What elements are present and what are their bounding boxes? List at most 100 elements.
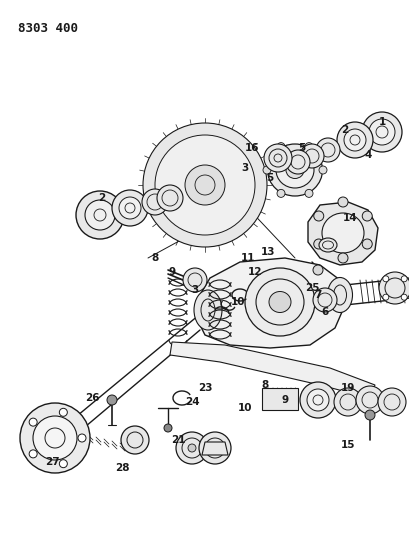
Text: 14: 14 [342,213,356,223]
Circle shape [29,450,37,458]
Text: 10: 10 [230,297,245,307]
Text: 28: 28 [115,463,129,473]
Ellipse shape [245,268,314,336]
Text: 13: 13 [260,247,274,257]
Circle shape [175,432,207,464]
Text: 24: 24 [184,397,199,407]
Circle shape [188,444,196,452]
Text: 21: 21 [170,435,185,445]
Circle shape [382,294,388,300]
Circle shape [361,112,401,152]
Text: 12: 12 [247,267,262,277]
Circle shape [164,424,172,432]
Circle shape [400,276,406,282]
Circle shape [362,239,371,249]
Circle shape [306,389,328,411]
Circle shape [59,408,67,416]
Polygon shape [261,388,297,410]
Text: 10: 10 [237,403,252,413]
Circle shape [20,403,90,473]
Circle shape [337,197,347,207]
Text: 1: 1 [378,117,385,127]
Circle shape [76,191,124,239]
Text: 2: 2 [98,193,106,203]
Text: 8: 8 [151,253,158,263]
Text: 7: 7 [314,290,321,300]
Ellipse shape [268,292,290,312]
Ellipse shape [267,144,322,196]
Ellipse shape [193,290,221,330]
Circle shape [368,119,394,145]
Circle shape [364,410,374,420]
Text: 19: 19 [340,383,354,393]
Text: 25: 25 [304,283,319,293]
Circle shape [107,395,117,405]
Text: 5: 5 [298,143,305,153]
Text: 2: 2 [341,125,348,135]
Circle shape [262,166,270,174]
Ellipse shape [275,152,313,188]
Circle shape [299,144,323,168]
Text: 6: 6 [321,307,328,317]
Circle shape [333,388,361,416]
Circle shape [112,190,148,226]
Ellipse shape [285,161,303,179]
Circle shape [33,416,77,460]
Ellipse shape [318,238,336,252]
Polygon shape [202,442,227,455]
Text: 9: 9 [168,267,175,277]
Text: 26: 26 [85,393,99,403]
Circle shape [343,129,365,151]
Circle shape [400,294,406,300]
Text: 4: 4 [364,150,371,160]
Text: 11: 11 [240,253,255,263]
Circle shape [157,185,182,211]
Circle shape [355,386,383,414]
Polygon shape [195,258,344,348]
Text: 8303 400: 8303 400 [18,22,78,35]
Circle shape [78,434,86,442]
Text: 15: 15 [340,440,354,450]
Circle shape [59,459,67,467]
Circle shape [263,144,291,172]
Text: 16: 16 [244,143,258,153]
Circle shape [184,165,225,205]
Circle shape [313,239,323,249]
Circle shape [198,432,230,464]
Circle shape [318,166,326,174]
Circle shape [121,426,148,454]
Circle shape [143,123,266,247]
Circle shape [182,268,207,292]
Text: 3: 3 [191,285,198,295]
Circle shape [336,122,372,158]
Circle shape [276,189,284,197]
Circle shape [313,211,323,221]
Circle shape [378,272,409,304]
Circle shape [29,418,37,426]
Text: 23: 23 [197,383,212,393]
Ellipse shape [321,213,363,253]
Ellipse shape [327,278,352,312]
Text: 3: 3 [241,163,248,173]
Circle shape [362,211,371,221]
Text: 8: 8 [261,380,268,390]
Circle shape [377,388,405,416]
Circle shape [304,189,312,197]
Circle shape [285,150,309,174]
Circle shape [155,135,254,235]
Circle shape [382,276,388,282]
Circle shape [337,253,347,263]
Circle shape [119,197,141,219]
Circle shape [315,138,339,162]
Circle shape [276,143,284,151]
Polygon shape [170,342,374,398]
Circle shape [304,143,312,151]
Text: 9: 9 [281,395,288,405]
Polygon shape [307,202,377,265]
Circle shape [312,288,336,312]
Circle shape [312,265,322,275]
Circle shape [85,200,115,230]
Text: 27: 27 [45,457,59,467]
Circle shape [142,189,168,215]
Circle shape [299,382,335,418]
